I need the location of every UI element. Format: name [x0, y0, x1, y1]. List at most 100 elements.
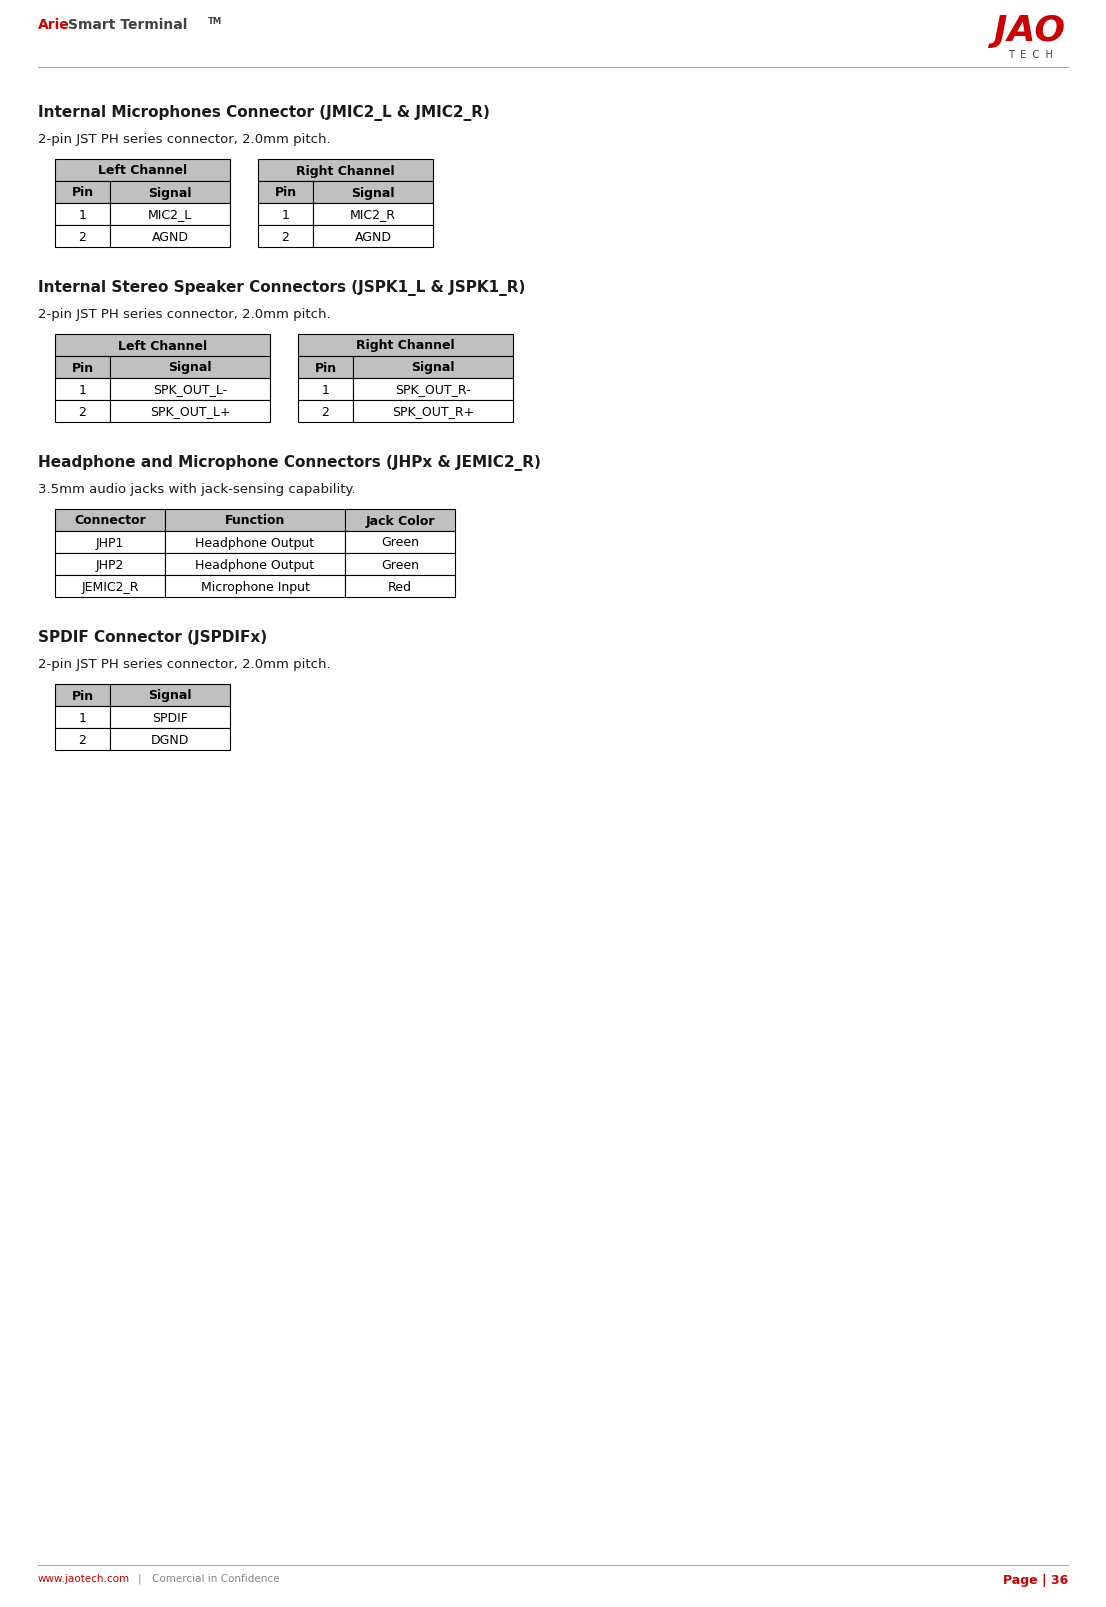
Text: Arie: Arie: [38, 18, 70, 32]
Text: 1: 1: [282, 209, 290, 222]
FancyBboxPatch shape: [55, 728, 109, 750]
Text: Headphone and Microphone Connectors (JHPx & JEMIC2_R): Headphone and Microphone Connectors (JHP…: [38, 455, 541, 471]
Text: Internal Stereo Speaker Connectors (JSPK1_L & JSPK1_R): Internal Stereo Speaker Connectors (JSPK…: [38, 280, 525, 296]
Text: 1: 1: [79, 382, 86, 397]
Text: SPK_OUT_L+: SPK_OUT_L+: [149, 405, 230, 418]
FancyBboxPatch shape: [55, 334, 270, 357]
FancyBboxPatch shape: [298, 334, 513, 357]
Text: 3.5mm audio jacks with jack-sensing capability.: 3.5mm audio jacks with jack-sensing capa…: [38, 482, 356, 495]
Text: JEMIC2_R: JEMIC2_R: [81, 580, 138, 593]
FancyBboxPatch shape: [313, 182, 434, 204]
FancyBboxPatch shape: [258, 182, 313, 204]
FancyBboxPatch shape: [55, 554, 165, 575]
FancyBboxPatch shape: [109, 728, 230, 750]
FancyBboxPatch shape: [55, 182, 109, 204]
FancyBboxPatch shape: [109, 227, 230, 247]
FancyBboxPatch shape: [353, 400, 513, 423]
FancyBboxPatch shape: [109, 204, 230, 227]
Text: 2: 2: [79, 230, 86, 243]
FancyBboxPatch shape: [298, 379, 353, 400]
FancyBboxPatch shape: [258, 227, 313, 247]
FancyBboxPatch shape: [55, 161, 230, 182]
Text: DGND: DGND: [150, 733, 189, 746]
FancyBboxPatch shape: [165, 554, 345, 575]
Text: SPK_OUT_R+: SPK_OUT_R+: [392, 405, 474, 418]
Text: Pin: Pin: [72, 186, 94, 199]
Text: MIC2_R: MIC2_R: [349, 209, 396, 222]
Text: SPDIF: SPDIF: [152, 710, 188, 725]
Text: 2-pin JST PH series connector, 2.0mm pitch.: 2-pin JST PH series connector, 2.0mm pit…: [38, 657, 331, 670]
Text: SPK_OUT_L-: SPK_OUT_L-: [153, 382, 227, 397]
FancyBboxPatch shape: [55, 204, 109, 227]
FancyBboxPatch shape: [55, 227, 109, 247]
Text: Connector: Connector: [74, 514, 146, 527]
FancyBboxPatch shape: [313, 227, 434, 247]
FancyBboxPatch shape: [109, 379, 270, 400]
FancyBboxPatch shape: [258, 204, 313, 227]
FancyBboxPatch shape: [55, 575, 165, 598]
Text: www.jaotech.com: www.jaotech.com: [38, 1573, 131, 1583]
FancyBboxPatch shape: [55, 685, 109, 707]
FancyBboxPatch shape: [345, 532, 455, 554]
Text: 2-pin JST PH series connector, 2.0mm pitch.: 2-pin JST PH series connector, 2.0mm pit…: [38, 309, 331, 321]
Text: SPK_OUT_R-: SPK_OUT_R-: [395, 382, 471, 397]
FancyBboxPatch shape: [109, 707, 230, 728]
FancyBboxPatch shape: [353, 379, 513, 400]
FancyBboxPatch shape: [353, 357, 513, 379]
Text: Green: Green: [380, 558, 419, 570]
FancyBboxPatch shape: [298, 357, 353, 379]
Text: 2: 2: [282, 230, 290, 243]
Text: 1: 1: [79, 209, 86, 222]
Text: Signal: Signal: [148, 186, 191, 199]
Text: MIC2_L: MIC2_L: [148, 209, 192, 222]
Text: AGND: AGND: [355, 230, 392, 243]
Text: JAO: JAO: [994, 14, 1065, 48]
FancyBboxPatch shape: [298, 400, 353, 423]
Text: Pin: Pin: [314, 362, 336, 374]
Text: TM: TM: [208, 18, 222, 26]
Text: 1: 1: [79, 710, 86, 725]
Text: Jack Color: Jack Color: [365, 514, 435, 527]
Text: 2: 2: [322, 405, 330, 418]
Text: JHP1: JHP1: [96, 537, 124, 550]
Text: |: |: [138, 1573, 142, 1583]
Text: Right Channel: Right Channel: [296, 164, 395, 177]
FancyBboxPatch shape: [109, 400, 270, 423]
Text: Left Channel: Left Channel: [98, 164, 187, 177]
Text: Signal: Signal: [411, 362, 455, 374]
FancyBboxPatch shape: [109, 685, 230, 707]
Text: Internal Microphones Connector (JMIC2_L & JMIC2_R): Internal Microphones Connector (JMIC2_L …: [38, 104, 490, 121]
Text: Smart Terminal: Smart Terminal: [67, 18, 187, 32]
Text: Left Channel: Left Channel: [118, 339, 207, 352]
Text: Pin: Pin: [274, 186, 296, 199]
FancyBboxPatch shape: [165, 575, 345, 598]
Text: SPDIF Connector (JSPDIFx): SPDIF Connector (JSPDIFx): [38, 630, 268, 644]
Text: JHP2: JHP2: [96, 558, 124, 570]
FancyBboxPatch shape: [109, 357, 270, 379]
FancyBboxPatch shape: [55, 379, 109, 400]
FancyBboxPatch shape: [55, 357, 109, 379]
Text: 1: 1: [322, 382, 330, 397]
FancyBboxPatch shape: [258, 161, 434, 182]
Text: T  E  C  H: T E C H: [1008, 50, 1053, 59]
FancyBboxPatch shape: [345, 575, 455, 598]
FancyBboxPatch shape: [313, 204, 434, 227]
Text: Headphone Output: Headphone Output: [196, 558, 314, 570]
Text: Signal: Signal: [168, 362, 211, 374]
Text: Green: Green: [380, 537, 419, 550]
FancyBboxPatch shape: [345, 554, 455, 575]
FancyBboxPatch shape: [165, 532, 345, 554]
Text: Pin: Pin: [72, 362, 94, 374]
Text: Headphone Output: Headphone Output: [196, 537, 314, 550]
Text: Signal: Signal: [352, 186, 395, 199]
Text: 2: 2: [79, 733, 86, 746]
Text: AGND: AGND: [152, 230, 188, 243]
FancyBboxPatch shape: [55, 707, 109, 728]
Text: Page | 36: Page | 36: [1003, 1573, 1068, 1586]
Text: 2: 2: [79, 405, 86, 418]
Text: Function: Function: [225, 514, 285, 527]
Text: Comercial in Confidence: Comercial in Confidence: [152, 1573, 280, 1583]
Text: Pin: Pin: [72, 689, 94, 702]
FancyBboxPatch shape: [165, 509, 345, 532]
Text: 2-pin JST PH series connector, 2.0mm pitch.: 2-pin JST PH series connector, 2.0mm pit…: [38, 133, 331, 146]
